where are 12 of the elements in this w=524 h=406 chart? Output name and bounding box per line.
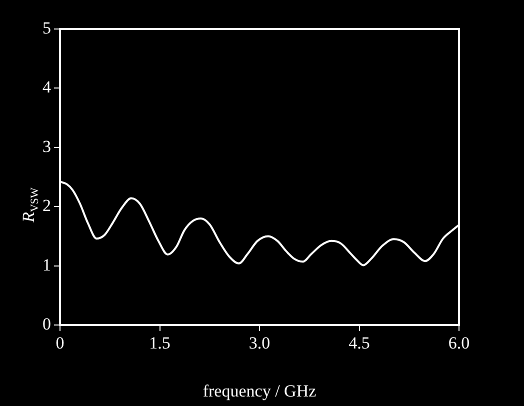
y-tick-label: 2 [42, 196, 51, 216]
y-tick-label: 0 [42, 314, 51, 334]
y-tick-label: 4 [42, 78, 52, 97]
y-tick-label: 3 [42, 136, 51, 156]
x-tick-label: 6.0 [448, 334, 470, 353]
x-axis-title: frequency / GHz [202, 381, 317, 400]
x-tick-label: 3.0 [248, 334, 270, 353]
x-tick-label: 0 [56, 334, 64, 353]
y-tick-label: 1 [42, 255, 51, 274]
x-tick-label: 4.5 [348, 334, 370, 353]
x-tick-label: 1.5 [149, 334, 170, 353]
y-tick-label: 5 [42, 18, 51, 38]
